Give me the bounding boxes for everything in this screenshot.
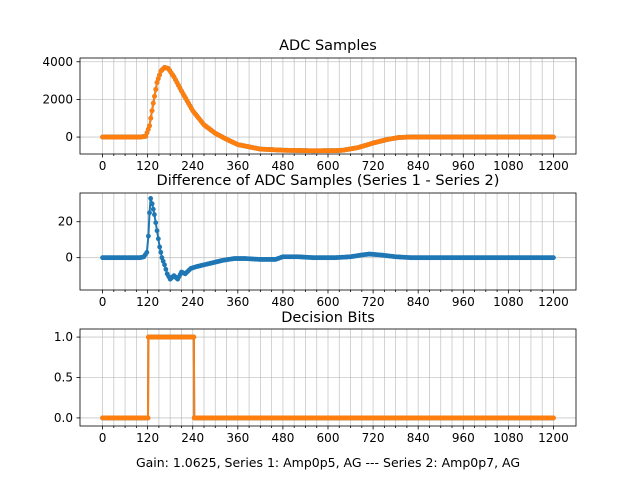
bits-xtick-label: 960 bbox=[452, 431, 475, 445]
bits-xtick-label: 120 bbox=[136, 431, 159, 445]
adc-xtick-label: 840 bbox=[407, 159, 430, 173]
bits-ytick-label: 0.5 bbox=[54, 371, 73, 385]
adc-xtick-label: 1080 bbox=[493, 159, 524, 173]
bits-data-point bbox=[551, 415, 556, 421]
diff-data-point bbox=[150, 206, 156, 212]
bits-series-2 bbox=[100, 334, 556, 421]
diff-xtick-label: 720 bbox=[362, 295, 385, 309]
bits-ytick-label: 0.0 bbox=[54, 411, 73, 425]
diff-data-point bbox=[147, 210, 152, 216]
adc-xtick-label: 120 bbox=[136, 159, 159, 173]
diff-data-point bbox=[155, 236, 161, 242]
diff-data-point bbox=[163, 266, 169, 272]
diff-data-point bbox=[162, 262, 167, 268]
diff-data-point bbox=[157, 244, 163, 250]
adc-xtick-label: 0 bbox=[99, 159, 107, 173]
diff-data-point bbox=[551, 255, 556, 261]
bits-xtick-label: 600 bbox=[317, 431, 340, 445]
adc-data-point bbox=[150, 100, 156, 106]
diff-data-point bbox=[149, 201, 155, 207]
diff-xtick-label: 480 bbox=[271, 295, 294, 309]
bits-ytick-label: 1.0 bbox=[54, 330, 73, 344]
adc-data-point bbox=[155, 76, 161, 82]
diff-xtick-label: 960 bbox=[452, 295, 475, 309]
adc-xtick-label: 360 bbox=[226, 159, 249, 173]
adc-data-point bbox=[148, 115, 154, 121]
adc-samples-panel: 0 120 240 360 480 600 720 840 960 1080 1200 0 2000 40… bbox=[42, 38, 577, 173]
diff-data-point bbox=[152, 212, 157, 217]
adc-xtick-label: 480 bbox=[271, 159, 294, 173]
diff-xtick-label: 0 bbox=[99, 295, 107, 309]
adc-xtick-label: 960 bbox=[452, 159, 475, 173]
diff-xtick-label: 1080 bbox=[493, 295, 524, 309]
adc-data-point bbox=[154, 80, 160, 85]
decision-bits-xlabel: Gain: 1.0625, Series 1: Amp0p5, AG --- S… bbox=[136, 455, 520, 470]
bits-xtick-label: 720 bbox=[362, 431, 385, 445]
adc-samples-title: ADC Samples bbox=[279, 38, 377, 54]
adc-data-point bbox=[149, 108, 155, 114]
difference-title: Difference of ADC Samples (Series 1 - Se… bbox=[157, 173, 500, 189]
bits-xtick-label: 1080 bbox=[493, 431, 524, 445]
bits-xtick-label: 0 bbox=[99, 431, 107, 445]
bits-xtick-label: 240 bbox=[181, 431, 204, 445]
adc-ytick-label: 0 bbox=[65, 130, 73, 144]
decision-bits-title: Decision Bits bbox=[281, 310, 375, 326]
adc-data-point bbox=[147, 123, 152, 129]
bits-xtick-label: 1200 bbox=[538, 431, 569, 445]
bits-xtick-label: 360 bbox=[226, 431, 249, 445]
diff-ytick-label: 0 bbox=[65, 251, 73, 265]
diff-xtick-label: 360 bbox=[226, 295, 249, 309]
diff-xtick-label: 240 bbox=[181, 295, 204, 309]
diff-xtick-label: 120 bbox=[136, 295, 159, 309]
diff-series-1 bbox=[100, 195, 556, 282]
adc-ytick-label: 4000 bbox=[42, 55, 73, 69]
bits-xtick-label: 840 bbox=[407, 431, 430, 445]
diff-xtick-label: 600 bbox=[317, 295, 340, 309]
adc-ytick-label: 2000 bbox=[42, 92, 73, 106]
difference-panel: 0 120 240 360 480 600 720 840 960 1080 1200 0 20 Dif… bbox=[58, 173, 577, 309]
diff-data-point bbox=[145, 233, 151, 239]
adc-xtick-label: 720 bbox=[362, 159, 385, 173]
diff-data-point bbox=[144, 249, 150, 255]
adc-xtick-label: 600 bbox=[317, 159, 340, 173]
adc-data-point bbox=[152, 93, 157, 99]
bits-xtick-label: 480 bbox=[271, 431, 294, 445]
bits-data-point bbox=[145, 415, 151, 421]
diff-data-point bbox=[148, 195, 154, 201]
diff-ytick-label: 20 bbox=[58, 215, 73, 229]
adc-data-point bbox=[157, 72, 162, 78]
diff-data-point bbox=[154, 228, 160, 234]
diff-xtick-label: 1200 bbox=[538, 295, 569, 309]
diff-data-point bbox=[153, 220, 159, 226]
diff-xtick-label: 840 bbox=[407, 295, 430, 309]
bits-data-point bbox=[191, 334, 197, 340]
adc-data-point bbox=[153, 86, 159, 92]
adc-xtick-label: 1200 bbox=[538, 159, 569, 173]
adc-series-2 bbox=[100, 65, 556, 154]
adc-xtick-label: 240 bbox=[181, 159, 204, 173]
adc-data-point bbox=[551, 134, 556, 140]
decision-bits-panel: 0 120 240 360 480 600 720 840 960 1080 1200 0.0 0.5 1… bbox=[54, 310, 577, 470]
diff-data-point bbox=[158, 249, 164, 255]
